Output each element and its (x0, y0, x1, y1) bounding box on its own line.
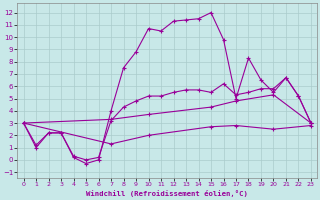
X-axis label: Windchill (Refroidissement éolien,°C): Windchill (Refroidissement éolien,°C) (86, 190, 248, 197)
